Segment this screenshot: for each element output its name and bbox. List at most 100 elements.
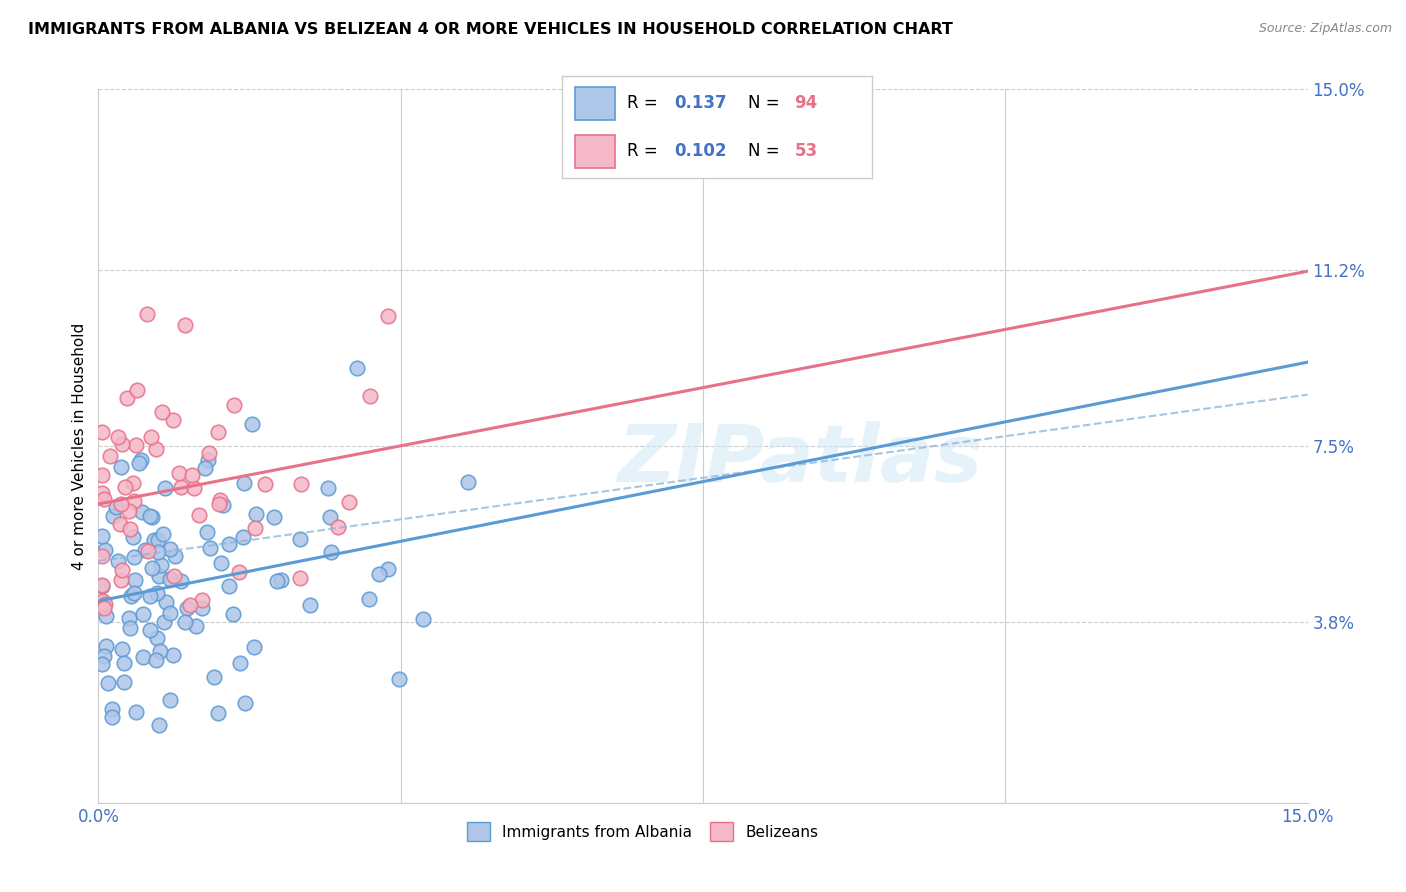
Point (139, 589, 162, 603)
Point (159, 606, 181, 620)
Point (228, 565, 250, 579)
Point (359, 592, 381, 607)
Point (91, 425, 114, 439)
Point (194, 461, 217, 475)
Point (149, 643, 172, 657)
Point (91, 549, 114, 563)
Point (91, 529, 114, 543)
Point (110, 497, 132, 511)
Point (141, 561, 163, 575)
Point (152, 405, 174, 419)
Point (125, 383, 148, 397)
Point (118, 611, 141, 625)
Point (122, 530, 145, 544)
Point (155, 481, 177, 495)
Point (101, 709, 124, 723)
Point (190, 592, 212, 607)
Text: 94: 94 (794, 94, 818, 112)
Point (159, 692, 181, 706)
Point (148, 569, 170, 583)
Point (159, 541, 181, 556)
Point (209, 556, 232, 570)
Point (173, 318, 195, 332)
Point (339, 495, 361, 509)
Point (197, 453, 219, 467)
Point (174, 615, 197, 630)
Point (120, 589, 142, 603)
Point (229, 656, 252, 670)
Point (222, 398, 245, 412)
Point (195, 525, 218, 540)
Point (145, 631, 167, 645)
Point (125, 438, 148, 452)
Bar (575, 136, 614, 168)
Point (132, 649, 155, 664)
Text: N =: N = (748, 142, 785, 161)
Point (146, 533, 169, 547)
Point (346, 361, 368, 376)
Point (266, 574, 288, 589)
Point (107, 554, 129, 568)
Point (146, 545, 169, 559)
Point (91, 657, 114, 672)
Point (91, 594, 114, 608)
Point (104, 500, 127, 514)
Text: 0.137: 0.137 (673, 94, 727, 112)
Point (243, 640, 266, 654)
Point (191, 600, 214, 615)
Point (118, 504, 141, 518)
Point (233, 475, 256, 490)
Point (112, 656, 135, 670)
Point (145, 586, 167, 600)
Point (233, 696, 256, 710)
Point (91, 486, 114, 500)
Point (124, 573, 146, 587)
Point (122, 549, 145, 564)
Text: R =: R = (627, 94, 664, 112)
Point (100, 450, 122, 464)
Text: 53: 53 (794, 142, 817, 161)
Legend: Immigrants from Albania, Belizeans: Immigrants from Albania, Belizeans (460, 814, 825, 848)
Point (184, 619, 207, 633)
Text: N =: N = (748, 94, 785, 112)
Point (288, 571, 311, 585)
Point (115, 391, 138, 405)
Point (152, 615, 174, 629)
Point (94, 608, 117, 623)
Point (254, 477, 277, 491)
Point (457, 475, 479, 489)
Point (176, 600, 198, 615)
Point (121, 475, 143, 490)
Point (388, 672, 411, 686)
Point (131, 505, 153, 519)
Point (141, 509, 163, 524)
Point (101, 702, 124, 716)
Point (143, 533, 166, 547)
Point (316, 481, 339, 495)
Point (134, 543, 156, 558)
Point (167, 467, 190, 481)
Point (377, 561, 399, 575)
Text: IMMIGRANTS FROM ALBANIA VS BELIZEAN 4 OR MORE VEHICLES IN HOUSEHOLD CORRELATION : IMMIGRANTS FROM ALBANIA VS BELIZEAN 4 OR… (28, 22, 953, 37)
Point (290, 477, 312, 491)
Point (93, 492, 115, 507)
Point (111, 641, 134, 656)
Text: 0.102: 0.102 (673, 142, 727, 161)
Point (110, 516, 132, 531)
Point (107, 430, 129, 444)
Point (198, 446, 221, 460)
Point (218, 537, 240, 551)
Point (319, 545, 342, 559)
Point (136, 544, 159, 558)
Bar (575, 87, 614, 120)
Point (240, 417, 263, 431)
Point (162, 413, 184, 427)
Point (118, 621, 141, 635)
Point (136, 307, 159, 321)
Point (170, 480, 193, 494)
Point (359, 389, 381, 403)
Point (129, 452, 152, 467)
Point (412, 612, 434, 626)
Point (245, 507, 267, 521)
Point (114, 480, 136, 494)
